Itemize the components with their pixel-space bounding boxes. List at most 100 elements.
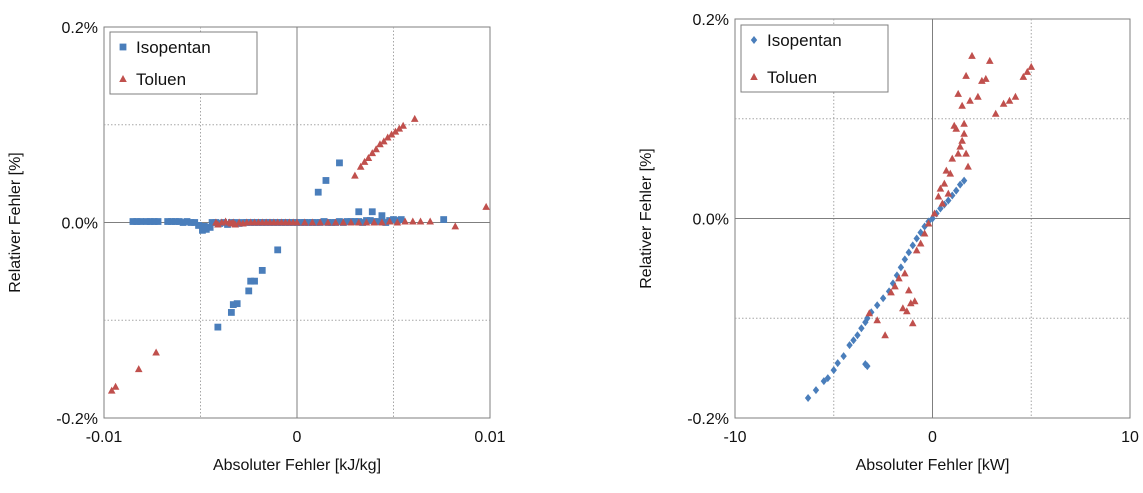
data-point bbox=[320, 218, 328, 225]
data-point bbox=[183, 218, 191, 225]
data-point bbox=[133, 218, 141, 225]
data-point bbox=[199, 226, 206, 234]
data-point bbox=[916, 239, 925, 247]
legend: Isopentan Toluen bbox=[740, 24, 889, 93]
data-point bbox=[1005, 96, 1014, 104]
data-point bbox=[897, 263, 905, 272]
legend-marker bbox=[750, 73, 758, 80]
data-point bbox=[864, 362, 871, 371]
data-point bbox=[952, 124, 960, 132]
data-point bbox=[380, 137, 388, 145]
data-point bbox=[366, 217, 374, 224]
data-point bbox=[324, 218, 332, 226]
x-tick-label: -0.01 bbox=[86, 429, 123, 446]
data-point bbox=[956, 180, 964, 189]
data-point bbox=[954, 89, 962, 97]
data-point bbox=[901, 269, 909, 277]
data-point bbox=[297, 219, 305, 226]
data-point bbox=[416, 217, 425, 225]
data-point bbox=[906, 299, 915, 307]
data-point bbox=[862, 360, 869, 369]
data-point bbox=[410, 114, 419, 122]
data-point bbox=[945, 196, 952, 205]
data-point bbox=[953, 186, 960, 195]
data-point bbox=[231, 220, 240, 228]
data-point bbox=[195, 222, 202, 229]
data-point bbox=[944, 189, 953, 197]
data-point bbox=[351, 218, 359, 225]
data-point bbox=[903, 307, 911, 315]
data-point bbox=[954, 149, 962, 157]
data-point bbox=[372, 145, 380, 153]
data-point bbox=[960, 176, 968, 185]
chart-left: -0.01 0 0.01 0.2% 0.0% -0.2% Absoluter Fehler … bbox=[7, 20, 506, 474]
data-point bbox=[881, 331, 889, 339]
chart-right: -10 0 10 0.2% 0.0% -0.2% Absoluter Fehler [kW]… bbox=[638, 12, 1139, 474]
data-point bbox=[368, 208, 376, 216]
x-tick-label: -10 bbox=[723, 429, 746, 446]
legend-label: Toluen bbox=[136, 70, 186, 89]
data-point bbox=[387, 130, 396, 138]
data-point bbox=[376, 140, 384, 148]
legend-marker bbox=[750, 36, 758, 44]
data-point bbox=[214, 323, 222, 331]
y-tick-label: -0.2% bbox=[687, 411, 729, 428]
data-point bbox=[191, 219, 199, 226]
data-point bbox=[985, 56, 994, 64]
y-tick-label: -0.2% bbox=[56, 411, 98, 428]
data-point bbox=[850, 336, 857, 345]
data-point bbox=[134, 365, 143, 373]
data-point bbox=[214, 220, 222, 228]
data-point bbox=[245, 287, 253, 295]
series-toluen bbox=[107, 114, 490, 394]
legend-label: Isopentan bbox=[136, 38, 211, 57]
data-point bbox=[274, 246, 282, 254]
data-point bbox=[942, 166, 951, 174]
data-point bbox=[958, 136, 966, 144]
data-point bbox=[343, 218, 351, 225]
data-point bbox=[901, 255, 909, 264]
data-point bbox=[938, 199, 947, 207]
data-point bbox=[154, 218, 162, 225]
data-point bbox=[913, 234, 920, 243]
legend-label: Isopentan bbox=[767, 31, 842, 50]
data-point bbox=[393, 218, 402, 226]
data-point bbox=[909, 241, 916, 250]
data-point bbox=[934, 192, 943, 200]
data-point bbox=[374, 218, 382, 225]
data-point bbox=[111, 382, 120, 390]
data-point bbox=[359, 219, 367, 226]
data-point bbox=[399, 121, 407, 129]
data-point bbox=[316, 218, 324, 226]
data-point bbox=[370, 218, 378, 226]
data-point bbox=[305, 219, 312, 226]
data-point bbox=[862, 318, 869, 327]
data-point bbox=[208, 219, 216, 226]
data-point bbox=[390, 216, 397, 223]
data-point bbox=[962, 71, 970, 79]
data-point bbox=[482, 202, 490, 210]
y-tick-label: 0.0% bbox=[693, 212, 729, 229]
data-point bbox=[804, 394, 812, 403]
data-point bbox=[879, 294, 887, 303]
data-point bbox=[1011, 92, 1020, 100]
data-point bbox=[258, 266, 266, 274]
data-point bbox=[251, 277, 258, 285]
data-point bbox=[960, 129, 968, 137]
data-point bbox=[960, 119, 968, 127]
data-point bbox=[426, 217, 434, 225]
data-point bbox=[347, 218, 355, 226]
series-isopentan bbox=[129, 159, 448, 331]
y-tick-label: 0.0% bbox=[62, 216, 98, 233]
data-point bbox=[966, 96, 974, 104]
data-point bbox=[978, 76, 986, 84]
data-point bbox=[354, 218, 363, 226]
data-point bbox=[834, 359, 841, 368]
data-point bbox=[846, 341, 853, 350]
data-point bbox=[899, 304, 907, 312]
data-point bbox=[991, 109, 1000, 117]
data-point bbox=[362, 218, 371, 226]
data-point bbox=[824, 374, 832, 383]
data-point bbox=[948, 154, 957, 162]
data-point bbox=[858, 324, 865, 333]
